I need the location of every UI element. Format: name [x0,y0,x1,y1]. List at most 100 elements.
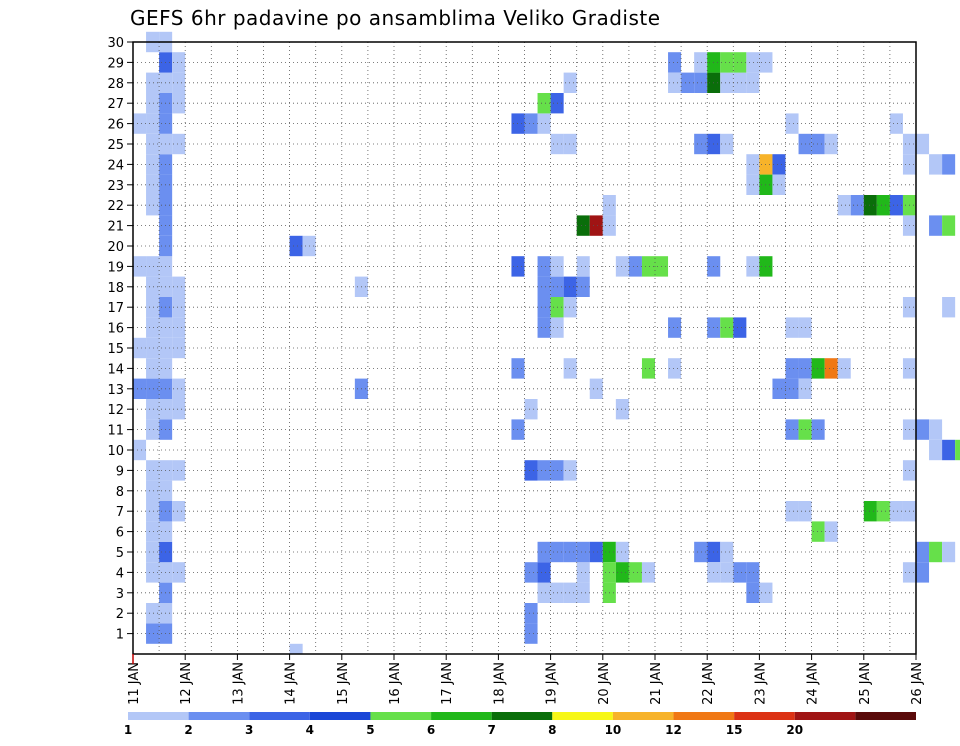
y-tick-label: 23 [107,179,124,194]
heatmap-cell [589,378,603,399]
heatmap-cell [785,419,799,440]
heatmap-cell [537,460,551,481]
y-tick-label: 22 [107,199,124,214]
heatmap-cell [172,72,186,93]
x-tick-label: 16 JAN [388,662,403,705]
heatmap-cell [929,419,943,440]
heatmap-cell [576,215,590,236]
heatmap-cell [837,358,851,379]
colorbar-swatch [491,712,553,720]
y-tick-label: 1 [116,628,124,643]
colorbar-label: 15 [726,723,743,737]
x-tick-label: 17 JAN [440,662,455,705]
y-tick-label: 28 [107,77,124,92]
heatmap-cell [146,541,160,563]
y-tick-label: 19 [107,260,124,275]
y-tick-label: 17 [107,301,124,316]
heatmap-cell [172,460,186,481]
y-tick-label: 29 [107,56,124,71]
heatmap-cell [133,439,147,461]
heatmap-cell [876,501,890,522]
heatmap-cell [837,195,851,216]
y-tick-label: 12 [107,403,124,418]
y-tick-label: 3 [116,587,124,602]
heatmap-cell [668,358,682,379]
x-tick-label: 13 JAN [231,662,246,705]
chart-title: GEFS 6hr padavine po ansamblima Veliko G… [130,6,661,30]
x-tick-label: 23 JAN [753,662,768,705]
heatmap-cell [641,562,655,583]
heatmap-cell [668,317,682,338]
heatmap-cell [824,358,838,379]
colorbar-swatch [673,712,735,720]
heatmap-cell [668,72,682,93]
heatmap-cell [537,317,551,338]
heatmap-cell [720,317,734,338]
colorbar-swatch [188,712,250,720]
heatmap-cell [720,72,734,93]
heatmap-cell [589,215,603,236]
colorbar-swatch [128,712,189,720]
heatmap-cell [889,501,903,522]
heatmap-cell [929,541,943,563]
heatmap-cell [537,276,551,297]
heatmap-cell [929,215,943,236]
heatmap-cell [563,72,577,93]
colorbar-label: 12 [665,723,682,737]
heatmap-cell [172,337,186,359]
heatmap-cell [889,113,903,134]
heatmap-cell [615,562,629,583]
heatmap-cell [916,562,930,583]
heatmap-cell [537,582,551,603]
heatmap-cell [146,174,160,195]
heatmap-cell [720,52,734,73]
heatmap-cell [172,276,186,297]
heatmap-cell [576,582,590,603]
colorbar-label: 8 [548,723,556,737]
heatmap-cell [641,256,655,277]
heatmap-cell [785,378,799,399]
y-tick-label: 11 [107,424,124,439]
heatmap-cell [785,358,799,379]
heatmap-cell [146,317,160,338]
colorbar-label: 1 [124,723,132,737]
heatmap-cell [563,582,577,603]
heatmap-cell [694,52,708,73]
heatmap-cell [942,297,956,318]
colorbar-label: 4 [306,723,314,737]
y-tick-label: 2 [116,607,124,622]
heatmap-cell [785,501,799,522]
heatmap-cell [146,337,160,359]
heatmap-cell [929,154,943,175]
y-tick-label: 25 [107,138,124,153]
heatmap-cell [733,317,747,338]
heatmap-cell [576,562,590,583]
heatmap-cell [172,317,186,338]
heatmap-cell [628,562,642,583]
heatmap-cell [863,195,877,216]
colorbar-label: 10 [605,723,622,737]
heatmap-cell [146,480,160,501]
heatmap-cell [955,439,960,461]
heatmap-cell [916,419,930,440]
heatmap-cell [537,113,551,134]
colorbar-swatch [612,712,674,720]
y-tick-label: 15 [107,342,124,357]
y-tick-label: 4 [116,566,124,581]
colorbar-swatch [431,712,492,720]
x-tick-label: 14 JAN [284,662,299,705]
heatmap-cell [772,378,786,399]
heatmap-cell [146,460,160,481]
colorbar-swatch [309,712,371,720]
heatmap-cell [733,562,747,583]
heatmap-cell [146,113,160,134]
x-tick-label: 21 JAN [649,662,664,705]
heatmap-cell [668,52,682,73]
heatmap-cell [746,52,760,73]
heatmap-cell [942,439,956,461]
x-tick-label: 12 JAN [179,662,194,705]
x-tick-label: 11 JAN [127,662,142,705]
heatmap-cell [772,154,786,175]
y-tick-label: 10 [107,444,124,459]
